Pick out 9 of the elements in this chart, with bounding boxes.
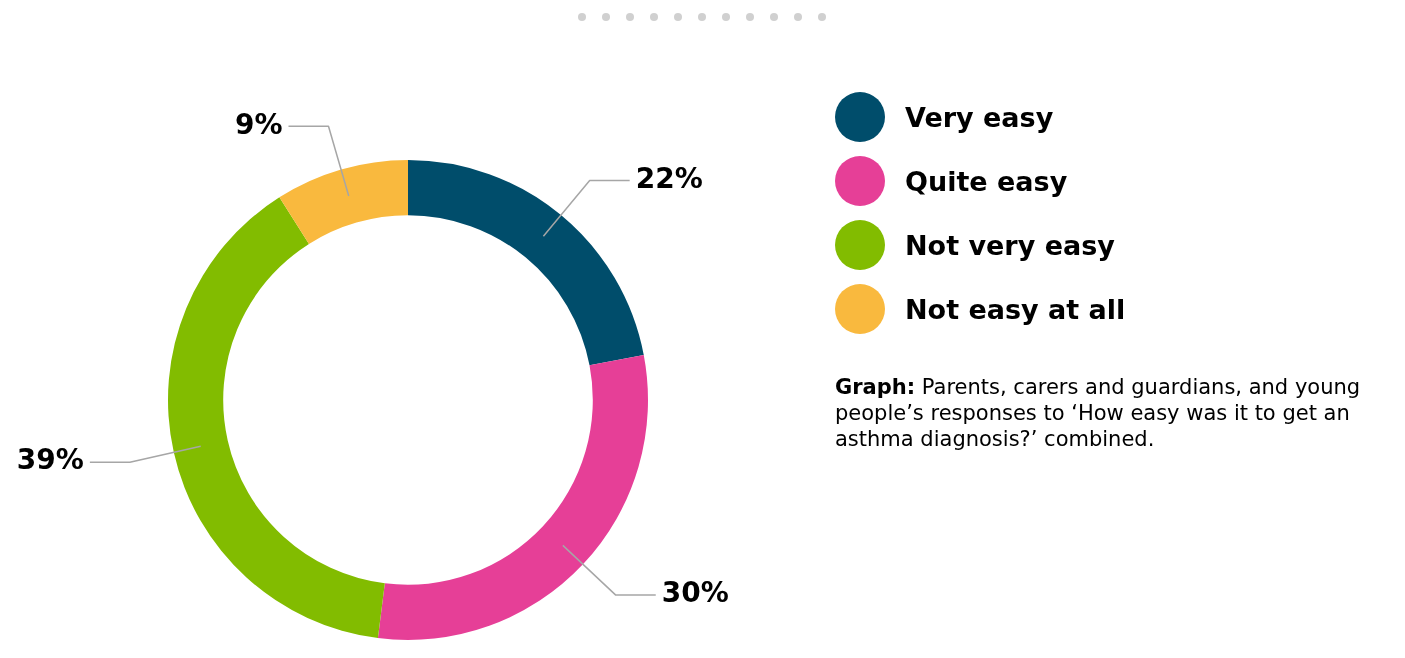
text: Graph: Parents, carers and guardians, and young people’s responses to ‘How easy was it to get an asthma diagnosis?’ combined. xyxy=(835,375,1361,451)
data-label: 22% xyxy=(635,161,703,195)
data-label: 30% xyxy=(661,576,729,610)
legend-label: Not easy at all xyxy=(905,293,1126,325)
legend-label: Very easy xyxy=(905,101,1054,133)
legend-label: Quite easy xyxy=(905,165,1068,197)
data-label: 39% xyxy=(16,443,84,477)
data-label: 9% xyxy=(234,107,283,141)
legend-label: Not very easy xyxy=(905,229,1115,261)
